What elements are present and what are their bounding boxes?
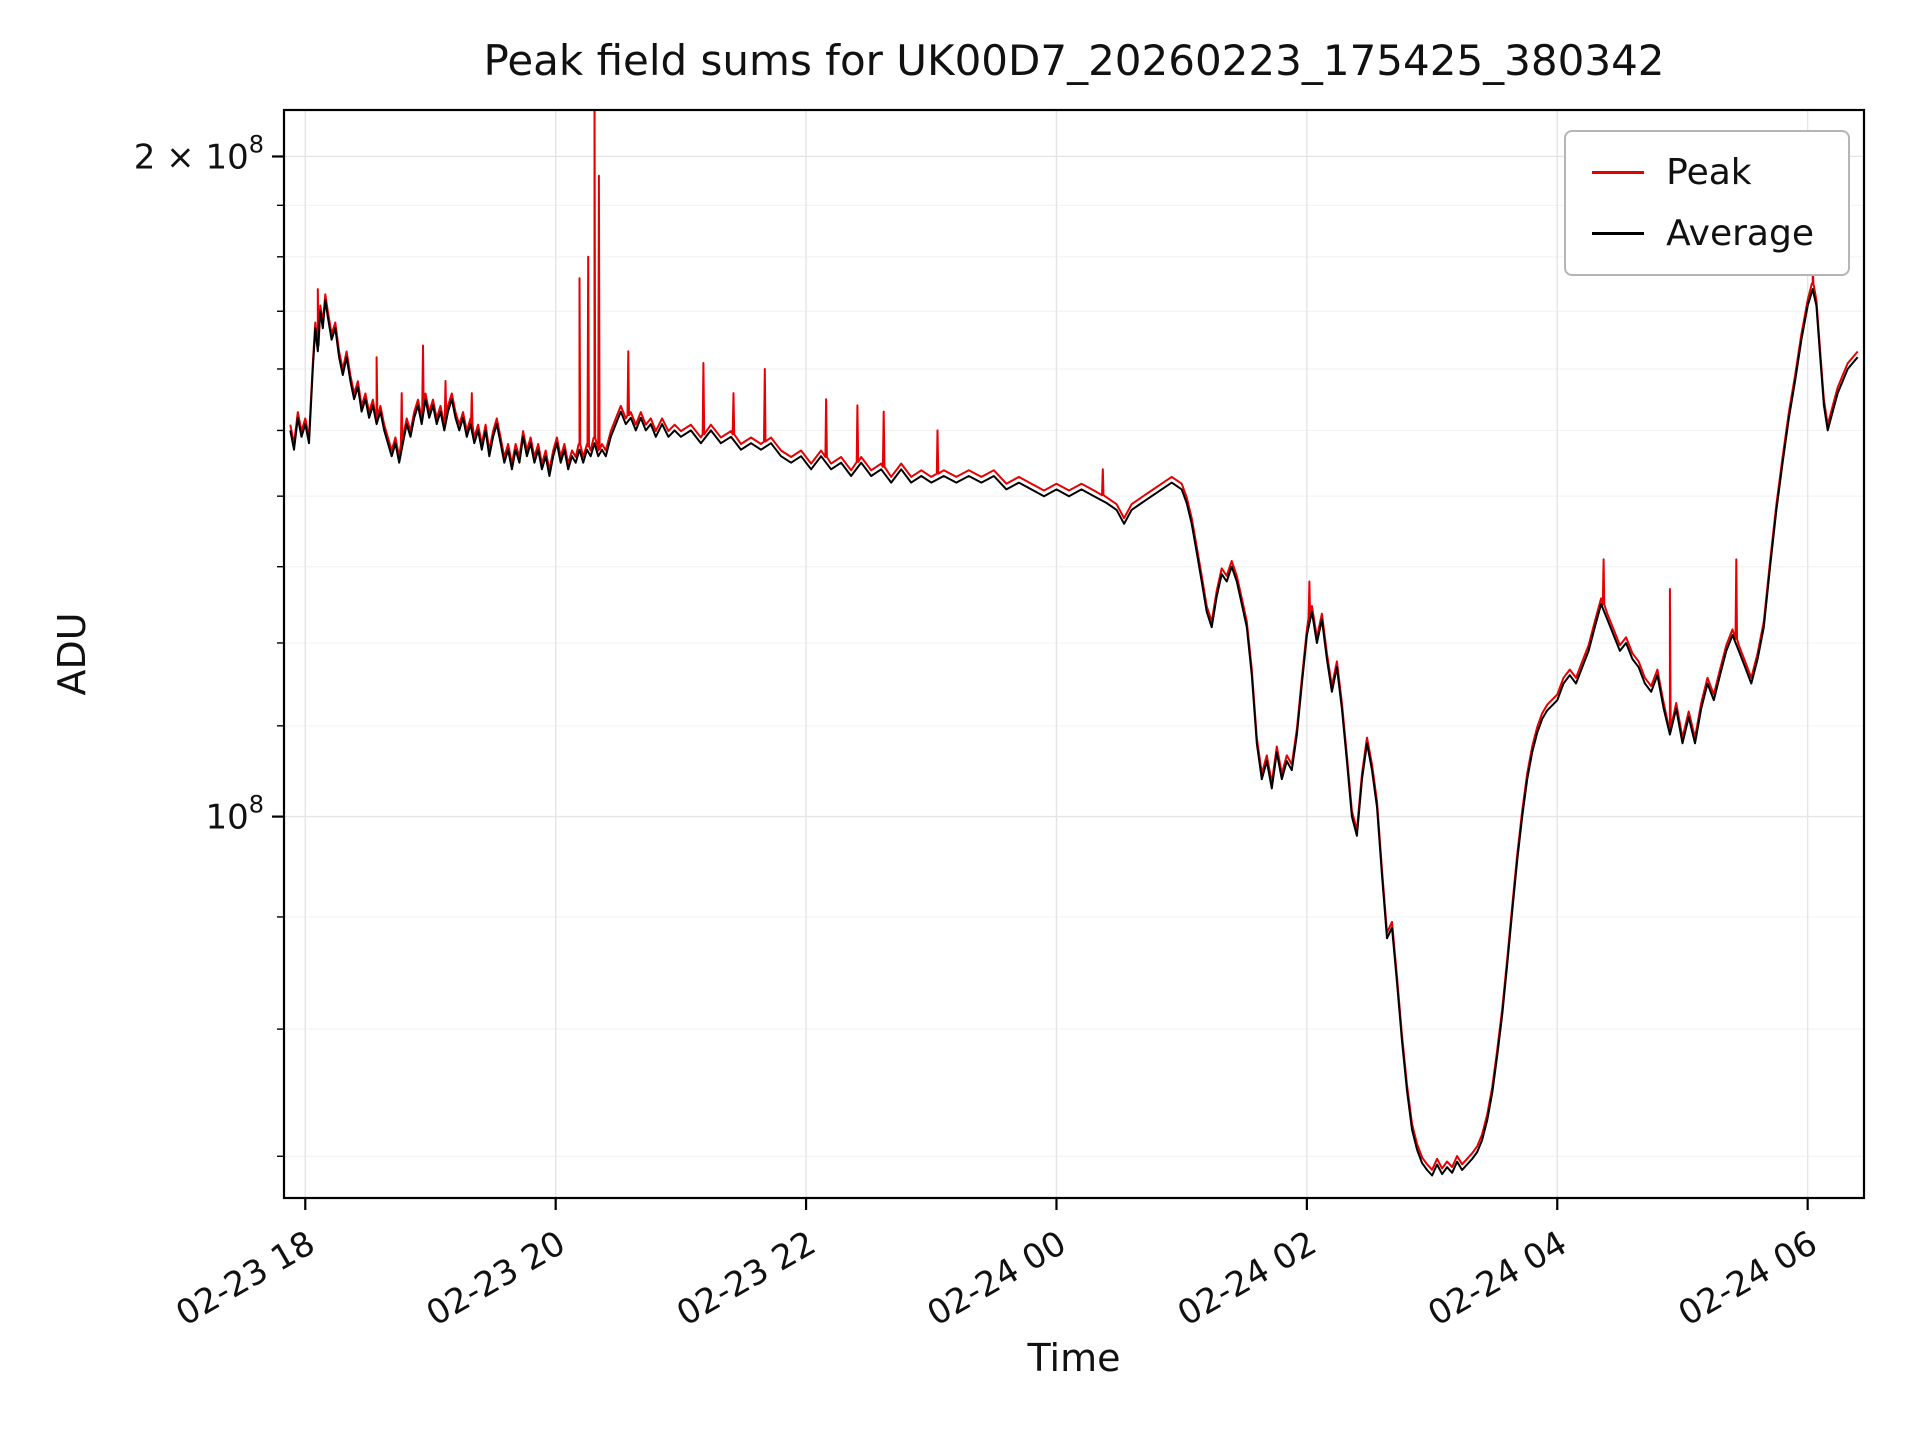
x-tick-label: 02-24 04: [1421, 1223, 1573, 1334]
x-tick-label: 02-24 06: [1672, 1223, 1824, 1334]
x-tick-label: 02-24 00: [921, 1223, 1073, 1334]
y-tick-label: 108: [205, 791, 264, 838]
legend-entry-average: Average: [1592, 213, 1814, 254]
legend-label-peak: Peak: [1666, 152, 1752, 193]
y-axis-label: ADU: [50, 612, 94, 696]
x-axis-label: Time: [1027, 1336, 1121, 1380]
average-line-swatch: [1592, 232, 1645, 235]
x-tick-label: 02-23 20: [420, 1223, 572, 1334]
average-line: [289, 288, 1859, 1177]
peak-line: [289, 110, 1859, 1171]
legend: Peak Average: [1564, 130, 1850, 276]
legend-entry-peak: Peak: [1592, 152, 1814, 193]
peak-line-swatch: [1592, 171, 1645, 174]
chart-title: Peak field sums for UK00D7_20260223_1754…: [483, 36, 1665, 85]
x-tick-label: 02-23 18: [169, 1223, 321, 1334]
x-tick-label: 02-24 02: [1171, 1223, 1323, 1334]
legend-label-average: Average: [1666, 213, 1814, 254]
y-tick-label: 2 × 108: [134, 130, 264, 177]
x-tick-label: 02-23 22: [670, 1223, 822, 1334]
